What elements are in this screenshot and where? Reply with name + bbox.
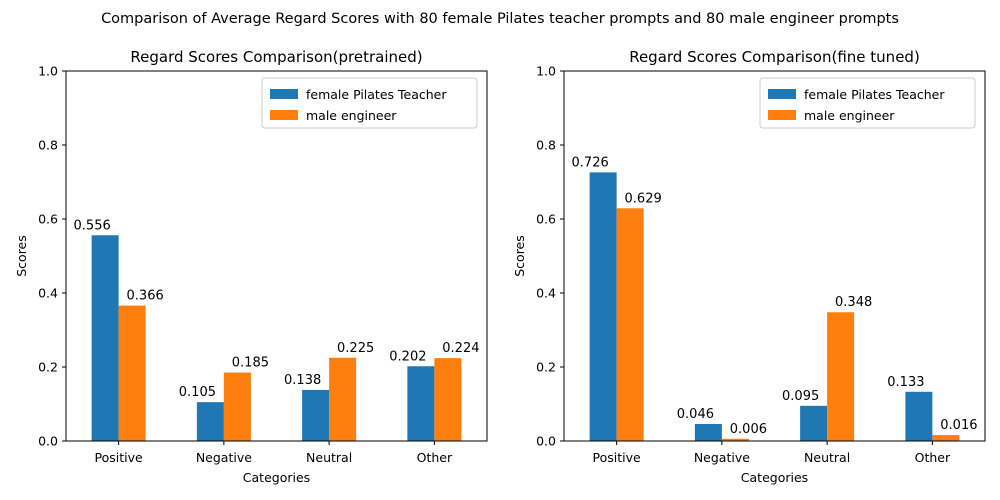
bar-female-neutral [302, 389, 330, 441]
bar-male-negative [721, 438, 749, 441]
legend-box [759, 77, 976, 129]
bar-female-other [407, 366, 435, 441]
y-tick-label: 0.6 [38, 212, 58, 227]
legend-label: female Pilates Teacher [804, 87, 945, 102]
x-tick-label: Positive [593, 450, 641, 465]
y-tick-label: 1.0 [536, 64, 556, 79]
data-label: 0.225 [337, 341, 374, 356]
bar-male-positive [118, 305, 146, 441]
x-tick-label: Other [915, 450, 951, 465]
bar-female-positive [91, 235, 119, 441]
data-label: 0.629 [625, 191, 662, 206]
y-tick-label: 0.4 [536, 286, 556, 301]
x-axis-label: Categories [243, 470, 310, 485]
chart-panel-1: 0.556 0.105 0.138 0.202 0.366 0.185 0.225 0.224… [14, 48, 488, 485]
figure-title: Comparison of Average Regard Scores with… [101, 11, 899, 27]
data-label: 0.046 [677, 407, 714, 422]
y-tick-label: 0.8 [536, 138, 556, 153]
legend: female Pilates Teacher male engineer [261, 77, 478, 129]
data-label: 0.006 [730, 422, 767, 437]
bar-female-negative [196, 402, 224, 441]
x-tick-label: Neutral [306, 450, 352, 465]
data-label: 0.185 [232, 356, 269, 371]
legend-label: male engineer [804, 108, 895, 123]
legend-swatch-male [270, 110, 298, 120]
data-label: 0.016 [940, 418, 977, 433]
data-label: 0.105 [179, 385, 216, 400]
bar-male-negative [223, 372, 251, 441]
axes-frame [563, 70, 986, 442]
data-label: 0.366 [127, 289, 164, 304]
y-axis-label: Scores [14, 235, 29, 277]
data-label: 0.556 [74, 218, 111, 233]
chart-title: Regard Scores Comparison(pretrained) [130, 48, 422, 66]
bar-male-other [434, 358, 462, 441]
bar-male-neutral [827, 312, 855, 441]
legend-label: female Pilates Teacher [306, 87, 447, 102]
legend-swatch-male [768, 110, 796, 120]
data-label: 0.224 [442, 341, 479, 356]
data-label: 0.138 [284, 373, 321, 388]
data-label: 0.095 [782, 389, 819, 404]
y-axis-label: Scores [512, 235, 527, 277]
legend-label: male engineer [306, 108, 397, 123]
bar-male-other [932, 435, 960, 441]
axes-frame [65, 70, 488, 442]
bar-female-negative [694, 423, 722, 441]
data-label: 0.133 [887, 375, 924, 390]
chart-title: Regard Scores Comparison(fine tuned) [629, 48, 920, 66]
bar-female-other [905, 391, 933, 441]
x-tick-label: Negative [196, 450, 252, 465]
y-tick-label: 1.0 [38, 64, 58, 79]
legend-swatch-female [270, 89, 298, 99]
y-tick-label: 0.2 [38, 360, 58, 375]
chart-panel-2: 0.726 0.046 0.095 0.133 0.629 0.006 0.348 0.016… [512, 48, 986, 485]
legend-swatch-female [768, 89, 796, 99]
bar-male-neutral [329, 357, 357, 441]
legend: female Pilates Teacher male engineer [759, 77, 976, 129]
bar-male-positive [616, 208, 644, 441]
bar-female-neutral [800, 405, 828, 441]
y-tick-label: 0.0 [38, 434, 58, 449]
x-tick-label: Negative [694, 450, 750, 465]
x-tick-label: Neutral [804, 450, 850, 465]
data-label: 0.202 [389, 349, 426, 364]
y-tick-label: 0.6 [536, 212, 556, 227]
y-tick-label: 0.4 [38, 286, 58, 301]
data-label: 0.726 [572, 155, 609, 170]
x-axis-label: Categories [741, 470, 808, 485]
bar-female-positive [589, 172, 617, 441]
data-label: 0.348 [835, 295, 872, 310]
y-tick-label: 0.0 [536, 434, 556, 449]
x-tick-label: Other [417, 450, 453, 465]
y-tick-label: 0.2 [536, 360, 556, 375]
x-tick-label: Positive [95, 450, 143, 465]
legend-box [261, 77, 478, 129]
y-tick-label: 0.8 [38, 138, 58, 153]
